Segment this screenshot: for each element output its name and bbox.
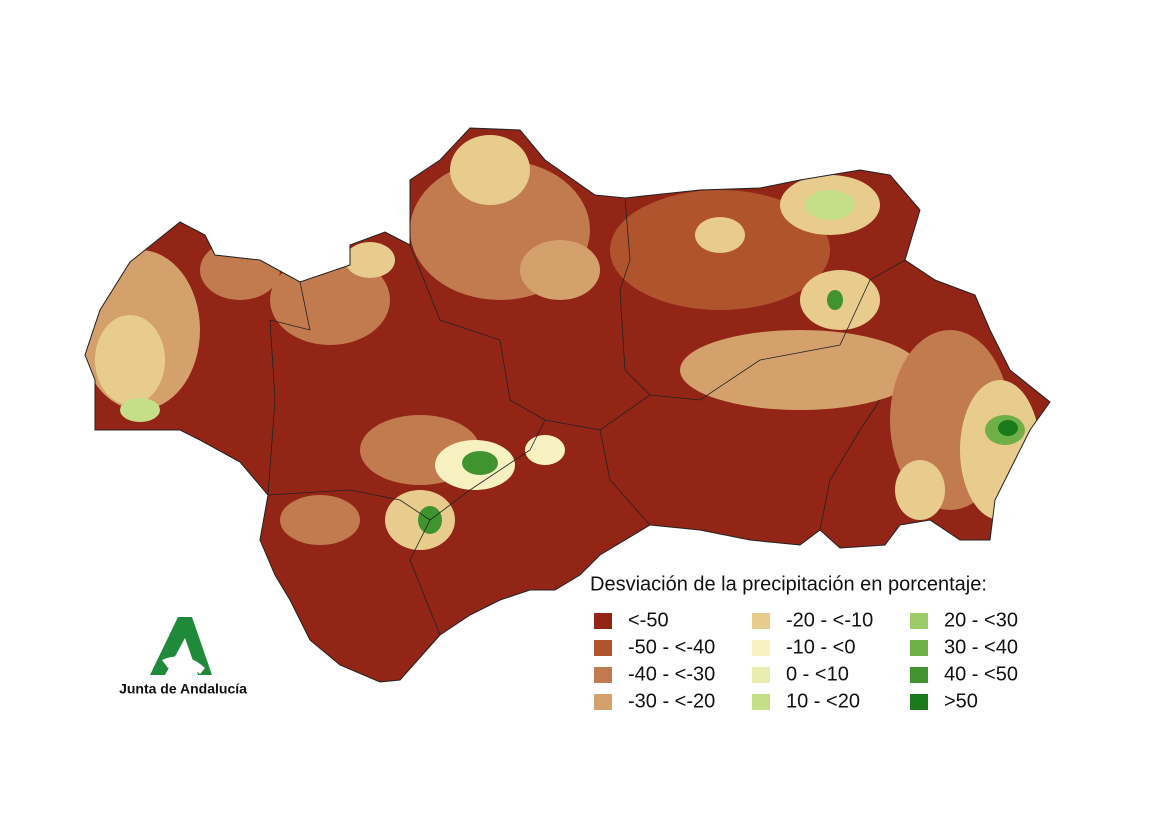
border [267,489,431,521]
legend-title: Desviación de la precipitación en porcen… [590,573,987,595]
legend-swatch [910,613,928,629]
legend-swatch [594,613,612,629]
province-borders [267,197,906,636]
logo: Junta de Andalucía [119,617,247,697]
zone [998,420,1018,436]
legend-label: 40 - <50 [944,663,1018,685]
zone [805,190,855,220]
legend-label: 0 - <10 [786,663,849,685]
legend-swatch [594,640,612,656]
zone [280,495,360,545]
zone [120,398,160,422]
legend-swatch [910,694,928,710]
legend-label: -50 - <-40 [628,636,715,658]
legend-swatch [752,613,770,629]
border [599,197,651,526]
zone [895,460,945,520]
border [267,319,276,496]
legend-label: >50 [944,690,978,712]
legend-swatch [910,640,928,656]
zone [695,217,745,253]
zone [462,451,498,475]
border [409,244,546,636]
legend-swatch [752,640,770,656]
legend-label: -40 - <-30 [628,663,715,685]
legend-swatch [910,667,928,683]
border [544,419,601,431]
legend-label: <-50 [628,609,669,631]
legend-swatch [594,667,612,683]
logo-text: Junta de Andalucía [119,681,247,697]
border [269,281,311,331]
legend-swatch [752,667,770,683]
zone [960,380,1040,520]
zone [95,315,165,405]
logo-mark [162,656,205,674]
zone [450,135,530,205]
legend-label: -20 - <-10 [786,609,873,631]
zone [680,330,920,410]
zone [345,242,395,278]
legend: <-50 -50 - <-40 -40 - <-30 -30 - <-20 -20 - … [594,609,1018,712]
legend-label: -10 - <0 [786,636,855,658]
legend-label: 10 - <20 [786,690,860,712]
zone [827,290,843,310]
legend-swatch [594,694,612,710]
legend-label: -30 - <-20 [628,690,715,712]
border [649,259,906,401]
border [819,399,881,531]
zone [520,240,600,300]
legend-label: 30 - <40 [944,636,1018,658]
zone [525,435,565,465]
legend-swatch [752,694,770,710]
legend-label: 20 - <30 [944,609,1018,631]
